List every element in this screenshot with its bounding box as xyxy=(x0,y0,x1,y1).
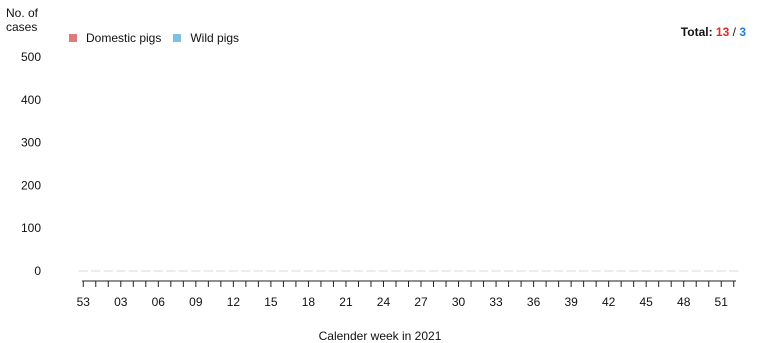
bar-baseline xyxy=(453,270,464,272)
x-tick-label: 24 xyxy=(377,295,391,309)
bar-baseline xyxy=(378,270,389,272)
y-tick-label: 100 xyxy=(21,221,41,235)
bar-baseline xyxy=(679,270,689,272)
legend-label-domestic: Domestic pigs xyxy=(86,31,162,45)
bar-baseline xyxy=(141,270,151,272)
y-axis-label-line2: cases xyxy=(6,20,38,34)
total-wild-value: 3 xyxy=(739,25,746,39)
bar-baseline xyxy=(528,270,539,272)
bar-baseline xyxy=(603,270,614,272)
bar-baseline xyxy=(203,270,214,272)
x-tick-label: 18 xyxy=(302,295,316,309)
bar-baseline xyxy=(366,270,376,272)
y-tick-label: 0 xyxy=(34,264,41,278)
bar-baseline xyxy=(653,270,664,272)
bar-baseline xyxy=(416,270,426,272)
bar-baseline xyxy=(303,270,314,272)
x-axis-label: Calender week in 2021 xyxy=(318,329,442,343)
y-tick-label: 200 xyxy=(21,178,41,192)
bar-baseline xyxy=(153,270,164,272)
y-tick-label: 300 xyxy=(21,136,41,150)
legend-item-domestic[interactable]: Domestic pigs xyxy=(69,31,161,45)
x-tick-label: 21 xyxy=(339,295,353,309)
x-tick-label: 30 xyxy=(452,295,466,309)
bar-baseline xyxy=(103,270,113,272)
legend-swatch-wild xyxy=(173,34,182,42)
bar-baseline xyxy=(428,270,439,272)
x-tick-label: 15 xyxy=(264,295,278,309)
x-tick-label: 03 xyxy=(114,295,128,309)
bar-baseline xyxy=(353,270,364,272)
bar-baseline xyxy=(116,270,126,272)
x-tick-label: 53 xyxy=(77,295,91,309)
bar-baseline xyxy=(291,270,301,272)
bar-baseline xyxy=(228,270,239,272)
bar-baseline xyxy=(541,270,551,272)
x-tick-label: 09 xyxy=(189,295,203,309)
bar-baseline xyxy=(78,270,88,272)
bar-baseline xyxy=(628,270,639,272)
x-tick-label: 45 xyxy=(639,295,653,309)
bar-baseline xyxy=(566,270,576,272)
total-domestic-value: 13 xyxy=(715,25,730,39)
bar-baseline xyxy=(266,270,276,272)
bar-baseline xyxy=(591,270,601,272)
bar-baseline xyxy=(91,270,101,272)
bar-baseline xyxy=(178,270,189,272)
bar-baseline xyxy=(316,270,326,272)
y-tick-label: 500 xyxy=(21,50,41,64)
x-tick-label: 36 xyxy=(527,295,541,309)
x-tick-label: 51 xyxy=(715,295,729,309)
x-tick-label: 48 xyxy=(677,295,691,309)
x-tick-label: 27 xyxy=(414,295,428,309)
x-tick-label: 39 xyxy=(564,295,578,309)
bar-baseline xyxy=(466,270,476,272)
legend-swatch-domestic xyxy=(69,34,77,42)
bar-baseline xyxy=(403,270,414,272)
bar-baseline xyxy=(516,270,526,272)
bar-baseline xyxy=(716,270,726,272)
bar-baseline xyxy=(441,270,451,272)
x-tick-label: 06 xyxy=(152,295,166,309)
bar-baseline xyxy=(328,270,339,272)
bar-baseline xyxy=(691,270,701,272)
bar-baseline xyxy=(391,270,401,272)
bar-baseline xyxy=(729,270,739,272)
bar-baseline xyxy=(666,270,676,272)
bar-baseline xyxy=(253,270,264,272)
bar-baseline xyxy=(616,270,626,272)
y-axis-label: No. of cases xyxy=(6,6,38,34)
legend-label-wild: Wild pigs xyxy=(190,31,240,45)
x-tick-label: 42 xyxy=(602,295,616,309)
total-counter: Total: 13 / 3 xyxy=(681,25,746,39)
y-axis-label-line1: No. of xyxy=(6,6,39,20)
bar-baseline xyxy=(478,270,489,272)
bar-baseline xyxy=(216,270,226,272)
bar-baseline xyxy=(503,270,514,272)
bar-baseline xyxy=(491,270,501,272)
y-tick-label: 400 xyxy=(21,93,41,107)
x-tick-label: 12 xyxy=(227,295,241,309)
bar-baseline xyxy=(704,270,714,272)
bar-baseline xyxy=(341,270,351,272)
bar-baseline xyxy=(553,270,564,272)
x-tick-label: 33 xyxy=(489,295,503,309)
legend: Domestic pigs Wild pigs xyxy=(69,31,251,45)
legend-item-wild[interactable]: Wild pigs xyxy=(173,31,239,45)
bar-baseline xyxy=(578,270,589,272)
total-label: Total: xyxy=(680,25,713,39)
bar-baseline xyxy=(166,270,176,272)
bar-baseline xyxy=(278,270,289,272)
total-separator: / xyxy=(732,25,736,39)
bar-baseline xyxy=(128,270,138,272)
bar-baseline xyxy=(641,270,651,272)
bar-baseline xyxy=(241,270,251,272)
bar-baseline xyxy=(191,270,201,272)
